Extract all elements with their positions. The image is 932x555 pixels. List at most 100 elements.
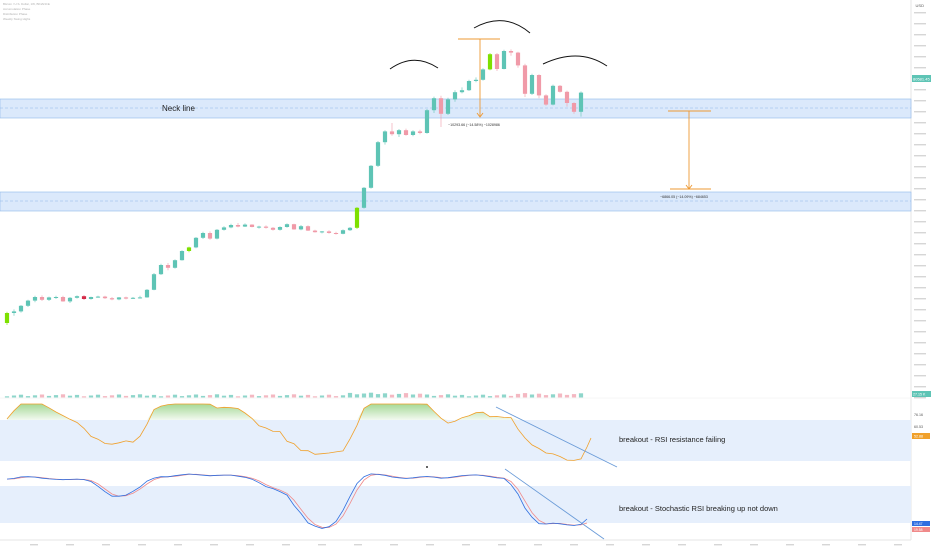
volume-bar [214,394,220,398]
axis-tick [914,56,926,58]
axis-tick [914,210,926,212]
volume-bar [60,394,66,398]
volume-bar [123,395,129,398]
candle-body [312,230,318,233]
neckline-zone [0,98,912,119]
axis-tick [914,298,926,300]
candle-body [396,130,402,135]
stoch-k-badge [912,521,930,526]
stoch-k-line [6,473,588,529]
header-line-2: Distribution Phase [3,12,28,16]
candle-body [39,297,45,300]
candle-body [473,79,479,81]
volume-bar [46,395,52,398]
volume-bar [375,394,381,398]
volume-bars [4,392,584,398]
volume-bar [200,395,206,398]
volume-bar [522,393,528,398]
candle-body [4,313,10,323]
volume-bar [557,393,563,398]
measure-top-label: −10293.66 (−14.58%) −1028986 [448,123,500,127]
candle-body [228,225,234,228]
left-shoulder-arc [389,59,439,70]
axis-tick [914,45,926,47]
volume-bar [102,396,108,398]
candle-body [529,75,535,94]
volume-bar [529,394,535,398]
measure-tool-top [458,38,500,118]
volume-bar [11,395,17,398]
time-tick [534,544,542,546]
candle-body [11,311,17,313]
candle-body [424,110,430,133]
target-zone [0,191,912,212]
volume-bar [151,394,157,398]
candle-body [263,226,269,228]
candle-body [130,297,136,299]
axis-tick [914,34,926,36]
volume-bar [109,395,115,398]
candle-body [445,99,451,114]
candle-body [179,251,185,261]
header-line-1: Accumulation Phase [3,7,31,11]
volume-bar [95,394,101,398]
stoch-trendline [504,468,605,540]
axis-tick [914,331,926,333]
volume-bar [74,394,80,398]
volume-bar [81,396,87,398]
volume-bar [536,393,542,398]
volume-bar [564,394,570,398]
candle-body [361,187,367,208]
time-tick [606,544,614,546]
volume-bar [305,394,311,398]
axis-tick [914,133,926,135]
candle-body [403,130,409,135]
time-tick [642,544,650,546]
neck-line-label: Neck line [162,104,195,113]
candle-body [550,85,556,105]
candlestick-series [4,49,584,325]
volume-badge-text: 27.15 K [913,393,926,397]
axis-tick [914,111,926,113]
volume-bar [25,396,31,398]
candle-body [382,131,388,143]
volume-bar [382,393,388,398]
candle-body [410,131,416,135]
time-tick [570,544,578,546]
axis-tick [914,67,926,69]
stoch-note: breakout - Stochastic RSI breaking up no… [619,504,778,513]
time-tick [894,544,902,546]
volume-bar [291,394,297,398]
volume-bar [417,393,423,398]
candle-body [186,247,192,251]
candle-body [284,224,290,227]
time-tick [30,544,38,546]
volume-badge [912,391,931,397]
volume-bar [459,394,465,398]
time-tick [750,544,758,546]
candle-body [60,297,66,302]
candle-body [389,131,395,135]
stoch-d-badge [912,527,930,532]
axis-tick [914,265,926,267]
volume-bar [165,395,171,398]
candle-body [221,227,227,230]
candle-body [305,226,311,231]
volume-bar [277,395,283,398]
volume-bar [354,394,360,398]
volume-bar [242,395,248,398]
time-tick [246,544,254,546]
candle-body [151,274,157,290]
volume-bar [137,394,143,398]
stoch-d-line [6,473,588,528]
candle-body [571,103,577,112]
candle-body [123,297,129,299]
candle-body [249,224,255,227]
volume-bar [67,395,73,398]
time-tick [102,544,110,546]
time-tick [138,544,146,546]
candle-body [536,75,542,96]
axis-tick [914,309,926,311]
volume-bar [186,395,192,398]
candle-body [158,265,164,275]
